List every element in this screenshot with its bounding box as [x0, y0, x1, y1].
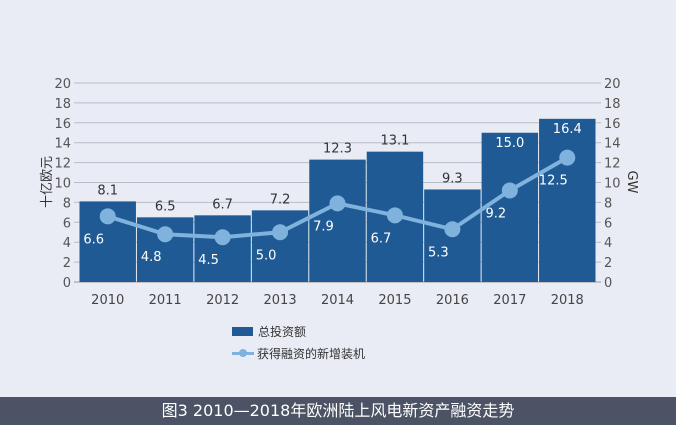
y2-tick-label: 18	[604, 97, 621, 112]
y-tick-label: 16	[54, 117, 71, 132]
y-tick-label: 0	[63, 276, 71, 291]
x-tick-label: 2015	[378, 293, 411, 308]
line-point	[559, 149, 576, 166]
y-tick-label: 20	[54, 77, 71, 92]
y2-tick-label: 6	[604, 216, 612, 231]
x-tick-label: 2010	[91, 293, 124, 308]
x-tick-label: 2012	[206, 293, 239, 308]
bar-value-label: 9.3	[442, 171, 463, 186]
bar-value-label: 12.3	[323, 142, 352, 157]
y2-tick-label: 0	[604, 276, 612, 291]
line-point	[501, 182, 518, 199]
line-point	[386, 207, 403, 224]
legend-item-line: 获得融资的新增装机	[232, 342, 365, 364]
legend-bar-swatch	[232, 326, 253, 336]
line-point	[157, 226, 174, 243]
line-point	[444, 221, 461, 238]
y2-tick-label: 12	[604, 157, 621, 172]
y2-tick-label: 10	[604, 177, 621, 192]
y-tick-label: 14	[54, 137, 71, 152]
x-tick-label: 2018	[551, 293, 584, 308]
bar-value-label: 13.1	[380, 134, 409, 149]
legend: 总投资额 获得融资的新增装机	[232, 320, 365, 364]
bar	[309, 159, 366, 282]
y-tick-label: 18	[54, 97, 71, 112]
y2-tick-label: 2	[604, 256, 612, 271]
x-tick-label: 2014	[321, 293, 354, 308]
y2-tick-label: 16	[604, 117, 621, 132]
legend-item-bar: 总投资额	[232, 320, 365, 342]
bar-value-label: 15.0	[495, 136, 524, 151]
bar-value-label: 6.7	[212, 197, 233, 212]
line-point	[99, 208, 116, 225]
bar	[481, 132, 539, 282]
y-tick-label: 8	[63, 196, 71, 211]
x-tick-label: 2016	[436, 293, 469, 308]
bar-value-label: 8.1	[97, 183, 118, 198]
combo-chart: 0 0 2 2 4 4 6 6 8 8 10 10 12 12 14 14 16 16 18 18 20 20 8.1 20…	[40, 77, 639, 308]
bar	[194, 215, 251, 282]
legend-line-label: 获得融资的新增装机	[257, 346, 366, 361]
y-tick-label: 12	[54, 157, 71, 172]
line-value-label: 4.8	[141, 250, 162, 265]
line-value-label: 6.6	[83, 232, 104, 247]
y2-tick-label: 20	[604, 77, 621, 92]
y-tick-label: 2	[63, 256, 71, 271]
y2-tick-label: 8	[604, 196, 612, 211]
line-point	[272, 224, 289, 241]
line-value-label: 12.5	[539, 174, 568, 189]
bar-value-label: 7.2	[270, 192, 291, 207]
bar	[539, 118, 596, 282]
bar-value-label: 16.4	[553, 122, 582, 137]
y2-tick-label: 14	[604, 137, 621, 152]
line-value-label: 5.3	[428, 245, 449, 260]
figure-caption: 图3 2010—2018年欧洲陆上风电新资产融资走势	[0, 397, 676, 425]
line-point	[329, 195, 346, 212]
line-value-label: 4.5	[198, 253, 219, 268]
y-tick-label: 6	[63, 216, 71, 231]
line-point	[214, 229, 231, 246]
legend-bar-label: 总投资额	[258, 324, 307, 339]
line-value-label: 6.7	[371, 231, 392, 246]
y-axis-label: 十亿欧元	[40, 156, 55, 208]
line-value-label: 7.9	[313, 219, 334, 234]
line-value-label: 9.2	[485, 206, 506, 221]
x-tick-label: 2011	[149, 293, 182, 308]
x-tick-label: 2017	[493, 293, 526, 308]
y-tick-label: 4	[63, 236, 71, 251]
y2-axis-label: GW	[624, 171, 639, 194]
x-tick-label: 2013	[264, 293, 297, 308]
bar-value-label: 6.5	[155, 199, 176, 214]
y-tick-label: 10	[54, 177, 71, 192]
legend-line-swatch	[232, 347, 254, 359]
line-value-label: 5.0	[256, 248, 277, 263]
y2-tick-label: 4	[604, 236, 612, 251]
